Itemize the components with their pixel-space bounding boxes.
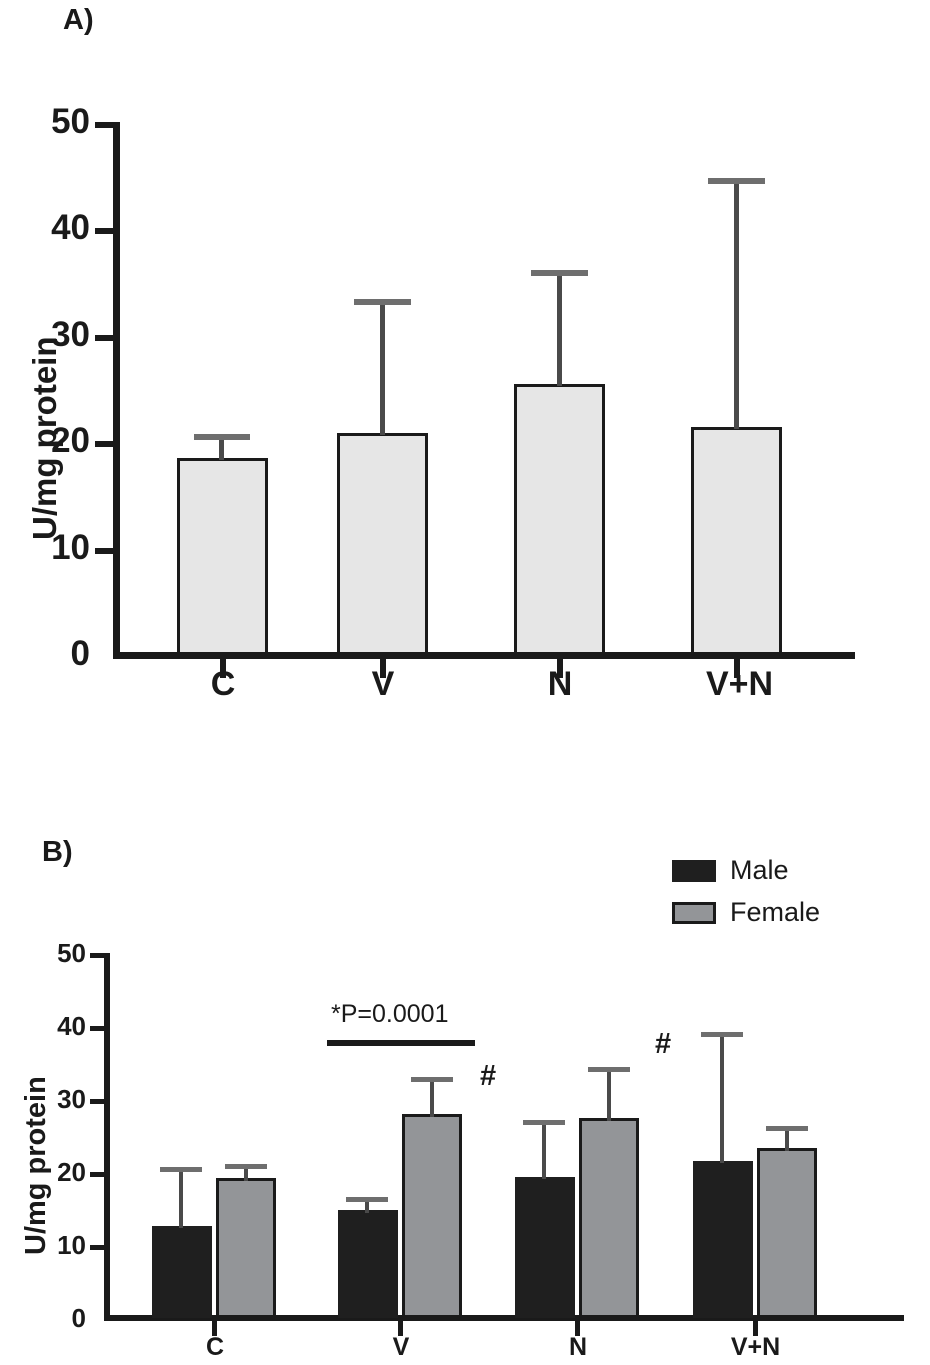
x-tick-b-v [398, 1321, 403, 1336]
y-tick-b-10 [90, 1245, 106, 1250]
panel-b-label: B) [42, 836, 73, 868]
significance-comparison-bar [327, 1040, 475, 1046]
bar-a-n [514, 384, 605, 655]
bar-b-v-female [402, 1114, 462, 1318]
y-axis-line-a [113, 122, 120, 658]
x-axis-label-a-c: C [210, 665, 236, 703]
error-cap-a-c [194, 434, 250, 440]
x-tick-b-vn [753, 1321, 758, 1336]
error-stem-b-vn-male [720, 1035, 724, 1163]
x-axis-label-a-n: N [547, 665, 573, 703]
error-stem-a-vn [734, 180, 739, 429]
x-axis-line-a [113, 652, 855, 659]
legend-item-female: Female [672, 897, 820, 928]
bar-b-vn-female [757, 1148, 817, 1318]
y-tick-label-a-20: 20 [51, 421, 90, 460]
legend-label-male: Male [730, 855, 789, 885]
error-cap-b-c-female [225, 1164, 267, 1169]
y-tick-label-a-50: 50 [51, 102, 90, 141]
chart-panel-a: 50 40 30 20 10 0 U/mg protein [26, 102, 855, 703]
bar-b-n-female [579, 1118, 639, 1318]
legend-swatch-male [672, 859, 716, 882]
error-cap-b-vn-male [701, 1032, 743, 1037]
error-cap-b-vn-female [766, 1126, 808, 1131]
error-stem-a-v [380, 302, 385, 435]
error-stem-b-vn-female [785, 1129, 789, 1151]
x-tick-a-n [557, 659, 563, 678]
error-cap-b-n-male [523, 1120, 565, 1125]
y-tick-a-10 [95, 548, 115, 554]
bar-b-n-male [515, 1177, 575, 1318]
x-tick-a-c [220, 659, 226, 678]
legend-label-female: Female [730, 897, 821, 927]
error-cap-a-vn [708, 178, 765, 184]
bar-a-c [177, 458, 268, 655]
hash-marker-v: # [480, 1060, 497, 1092]
significance-p-value-label: *P=0.0001 [331, 1000, 449, 1028]
error-cap-b-v-female [411, 1077, 453, 1082]
legend-swatch-female [672, 901, 716, 924]
y-tick-label-a-0: 0 [70, 634, 90, 673]
x-axis-label-b-vn: V+N [730, 1333, 781, 1361]
bar-b-c-female [216, 1178, 276, 1318]
bar-b-c-male [152, 1226, 212, 1318]
bar-b-v-male [338, 1210, 398, 1318]
error-cap-b-c-male [160, 1167, 202, 1172]
error-stem-b-n-male [542, 1123, 546, 1179]
x-tick-a-vn [734, 659, 740, 678]
y-tick-label-a-10: 10 [51, 528, 90, 567]
bar-a-vn [691, 427, 782, 655]
x-axis-label-b-v: V [392, 1333, 410, 1361]
y-tick-label-b-30: 30 [57, 1084, 86, 1114]
error-stem-a-c [219, 436, 224, 460]
x-axis-label-a-vn: V+N [705, 665, 774, 703]
x-tick-b-c [212, 1321, 217, 1336]
x-tick-b-n [575, 1321, 580, 1336]
panel-a-label: A) [63, 4, 94, 36]
hash-marker-n: # [655, 1028, 672, 1060]
y-tick-b-40 [90, 1026, 106, 1031]
y-tick-label-a-40: 40 [51, 208, 90, 247]
error-cap-b-n-female [588, 1067, 630, 1072]
x-axis-line-b [104, 1315, 904, 1321]
y-tick-b-20 [90, 1172, 106, 1177]
legend: Male Female [672, 855, 820, 939]
y-tick-label-b-40: 40 [57, 1011, 86, 1041]
x-tick-a-v [380, 659, 386, 678]
x-axis-label-b-c: C [205, 1333, 225, 1361]
y-tick-b-50 [90, 953, 106, 958]
y-tick-label-b-10: 10 [57, 1230, 86, 1260]
x-axis-label-a-v: V [371, 665, 395, 703]
error-stem-b-v-male [365, 1200, 369, 1213]
y-axis-title-b: U/mg protein [20, 1076, 52, 1255]
y-tick-b-30 [90, 1099, 106, 1104]
error-stem-a-n [557, 273, 562, 386]
y-tick-a-40 [95, 228, 115, 234]
bar-b-vn-male [693, 1161, 753, 1318]
error-cap-a-v [354, 299, 411, 305]
y-tick-a-20 [95, 441, 115, 447]
error-stem-b-v-female [430, 1080, 434, 1117]
error-cap-b-v-male [346, 1197, 388, 1202]
x-axis-label-b-n: N [568, 1333, 588, 1361]
y-tick-label-b-50: 50 [57, 938, 86, 968]
error-stem-b-c-male [179, 1170, 183, 1228]
error-cap-a-n [531, 270, 588, 276]
y-tick-label-b-0: 0 [71, 1303, 86, 1333]
y-tick-label-a-30: 30 [51, 315, 90, 354]
y-tick-a-30 [95, 335, 115, 341]
error-stem-b-n-female [607, 1070, 611, 1121]
y-axis-line-b [104, 953, 110, 1321]
error-stem-b-c-female [244, 1167, 248, 1181]
y-tick-a-50 [95, 122, 115, 128]
legend-item-male: Male [672, 855, 820, 886]
y-tick-label-b-20: 20 [57, 1157, 86, 1187]
